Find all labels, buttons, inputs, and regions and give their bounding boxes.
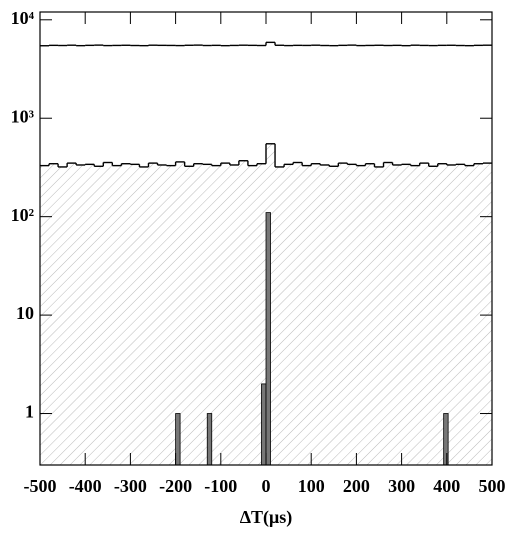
x-tick-label: 200 — [343, 476, 370, 496]
hatched-bin — [67, 163, 77, 465]
hatched-bin — [148, 163, 158, 465]
hatched-bin — [112, 165, 122, 466]
hatched-bin — [383, 162, 393, 465]
hatched-bin — [464, 165, 474, 466]
hatched-bin — [428, 166, 438, 465]
hatched-bin — [473, 163, 483, 465]
hatched-bin — [211, 165, 221, 466]
hatched-bin — [85, 164, 95, 465]
y-tick-label: 1 — [25, 402, 34, 422]
hatched-bin — [329, 166, 339, 465]
hatched-bin — [320, 164, 330, 465]
hatched-bin — [446, 164, 456, 465]
hatched-bin — [401, 164, 411, 465]
hatched-bin — [202, 164, 212, 465]
x-tick-label: -400 — [69, 476, 102, 496]
hatched-bin — [94, 166, 104, 465]
hatched-bin — [311, 163, 321, 465]
hatched-bin — [455, 164, 465, 465]
hatched-bin — [220, 163, 230, 465]
y-tick-label: 10³ — [11, 106, 35, 126]
x-tick-label: 0 — [262, 476, 271, 496]
hatched-bin — [365, 163, 375, 465]
hatched-bin — [103, 162, 113, 465]
hatched-bin — [419, 163, 429, 465]
x-tick-label: -300 — [114, 476, 147, 496]
x-tick-label: 100 — [298, 476, 325, 496]
hatched-bin — [302, 165, 312, 466]
hatched-bin — [410, 165, 420, 466]
hatched-bin — [229, 164, 239, 465]
hatched-bin — [347, 164, 357, 465]
hatched-bin — [374, 166, 384, 465]
hatched-bin — [58, 166, 68, 465]
x-axis-label: ΔT(μs) — [240, 507, 293, 528]
bar — [443, 413, 449, 466]
hatched-bin — [49, 163, 59, 465]
hatched-bin — [247, 165, 257, 466]
hatched-bin — [437, 163, 447, 465]
hatched-bin — [275, 166, 285, 465]
hatched-bin — [256, 163, 266, 465]
hatched-bin — [238, 160, 248, 465]
hatched-bin — [284, 164, 294, 465]
hatched-bin — [175, 161, 185, 465]
y-tick-label: 10⁴ — [11, 8, 35, 28]
y-tick-label: 10² — [11, 205, 34, 225]
hatched-bin — [392, 164, 402, 465]
bar — [261, 383, 267, 466]
x-tick-label: -100 — [204, 476, 237, 496]
x-tick-label: -200 — [159, 476, 192, 496]
bar — [265, 212, 271, 466]
x-tick-label: 300 — [388, 476, 415, 496]
hatched-bin — [76, 164, 86, 465]
hatched-bin — [338, 163, 348, 465]
hatched-bin — [293, 162, 303, 465]
hatched-bin — [139, 166, 149, 465]
hatched-bin — [121, 163, 131, 465]
x-tick-label: 500 — [479, 476, 506, 496]
hatched-bin — [184, 166, 194, 465]
hatched-bin — [193, 163, 203, 465]
x-tick-label: -500 — [24, 476, 57, 496]
bar — [175, 413, 181, 466]
hatched-bin — [166, 165, 176, 466]
y-tick-label: 10 — [16, 303, 34, 323]
hatched-bin — [356, 165, 366, 466]
hatched-bin — [157, 164, 167, 465]
bar — [206, 413, 213, 466]
hatched-bin — [130, 164, 140, 465]
x-tick-label: 400 — [433, 476, 460, 496]
hatched-bin — [482, 163, 492, 465]
